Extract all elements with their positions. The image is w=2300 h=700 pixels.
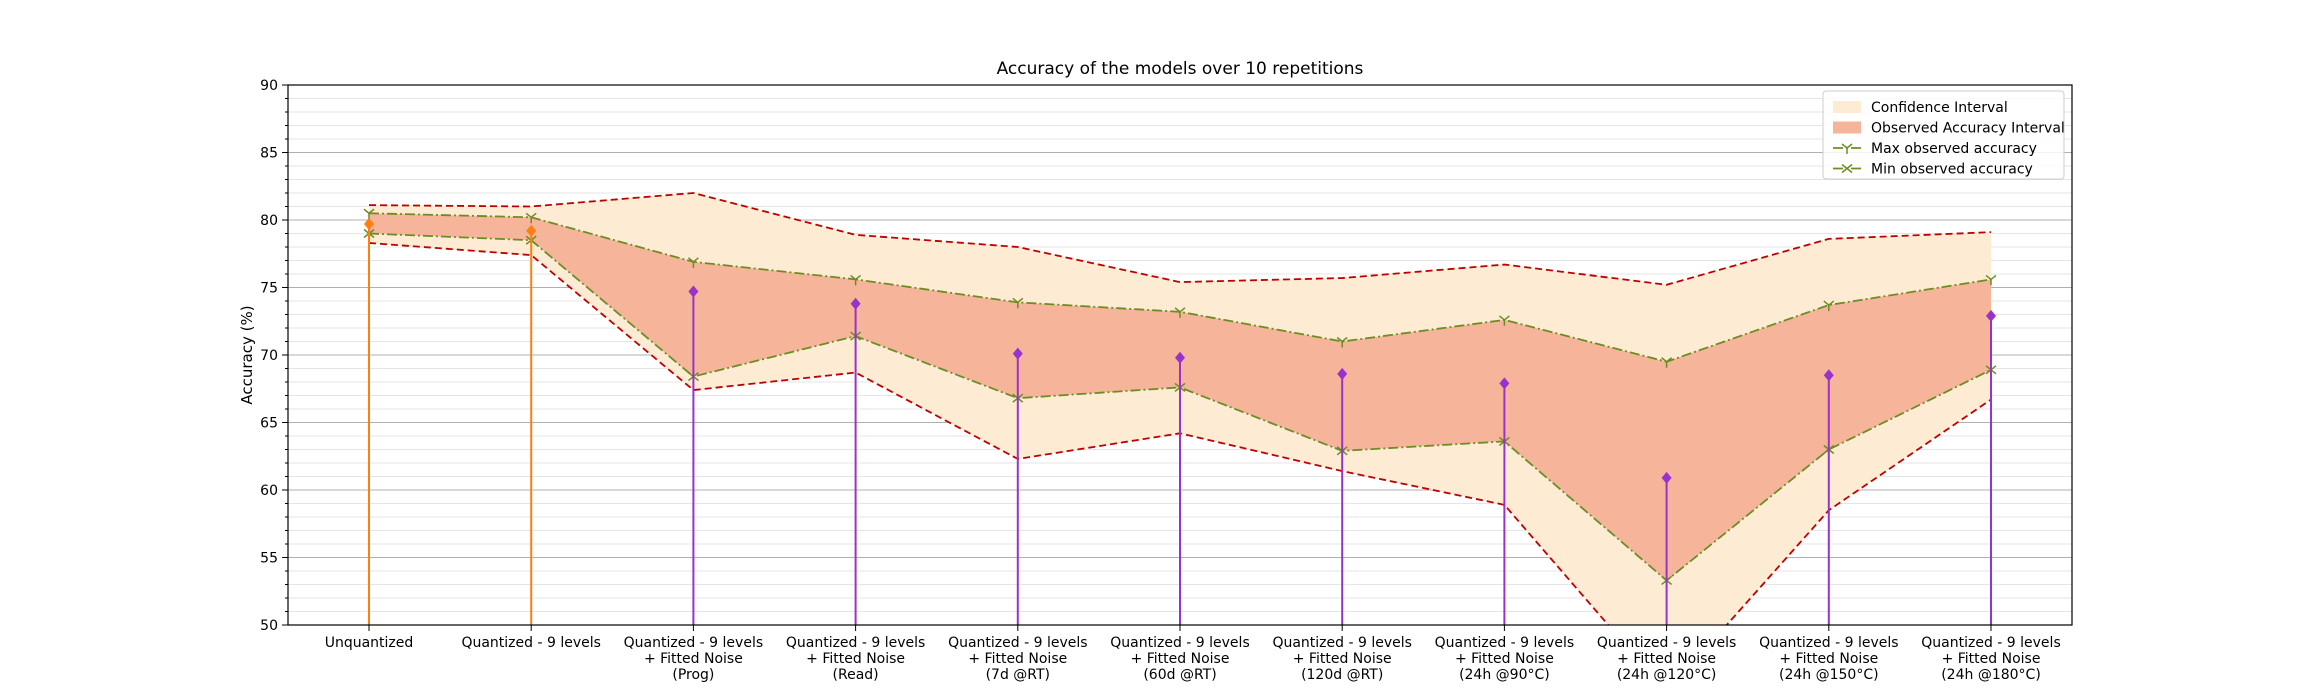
legend-marker	[1841, 143, 1853, 154]
max-observed-point	[525, 212, 537, 224]
legend-item: Min observed accuracy	[1833, 162, 2033, 178]
mean-stems	[364, 218, 1996, 625]
max-observed-point	[1985, 274, 1997, 286]
legend-label: Observed Accuracy Interval	[1871, 121, 2065, 137]
mean-marker	[850, 297, 861, 310]
x-tick-label: Quantized - 9 levels + Fitted Noise (120d …	[1272, 635, 1411, 683]
y-tick-label: 60	[260, 483, 278, 499]
legend-item: Confidence Interval	[1833, 100, 2008, 116]
x-tick-label: Unquantized	[325, 635, 414, 651]
y-axis-label: Accuracy (%)	[238, 305, 256, 404]
max-observed-point	[1174, 307, 1186, 318]
mean-marker	[1986, 309, 1996, 322]
y-tick-label: 80	[260, 213, 278, 229]
legend-label: Min observed accuracy	[1871, 162, 2033, 178]
y-tick-label: 75	[260, 281, 278, 297]
max-observed-point	[687, 257, 699, 268]
x-tick-label: Quantized - 9 levels + Fitted Noise (24h @…	[1597, 635, 1736, 683]
legend-swatch	[1833, 101, 1861, 113]
legend-marker	[1841, 163, 1853, 174]
x-tick-label: Quantized - 9 levels + Fitted Noise (Prog)	[624, 635, 763, 683]
legend: Confidence Interval Observed Accuracy Int…	[1822, 90, 2065, 180]
mean-marker	[1499, 377, 1510, 390]
legend-swatch	[1833, 121, 1861, 134]
max-observed-point	[1498, 315, 1510, 326]
mean-marker	[1337, 367, 1348, 380]
y-tick-label: 85	[260, 146, 278, 162]
x-tick-label: Quantized - 9 levels + Fitted Noise (60d @…	[1110, 635, 1249, 683]
legend-item: Max observed accuracy	[1833, 141, 2037, 157]
axes: 50 55 60 65 70 75 80 85 90 Unquantized Quantized -…	[260, 78, 2073, 683]
x-tick-label: Quantized - 9 levels + Fitted Noise (7d @R…	[948, 635, 1087, 683]
legend-box	[1822, 90, 2065, 180]
observed-interval-area	[369, 213, 1991, 581]
x-tick-label: Quantized - 9 levels	[461, 635, 600, 651]
y-tick-label: 55	[260, 551, 278, 567]
max-observed-point	[1661, 357, 1673, 368]
legend-label: Max observed accuracy	[1871, 141, 2037, 157]
y-tick-label: 90	[260, 78, 278, 94]
max-observed-point	[1336, 336, 1348, 348]
y-tick-label: 50	[260, 618, 278, 634]
max-observed-point	[1012, 297, 1024, 309]
mean-marker	[1823, 369, 1834, 382]
mean-marker	[688, 285, 699, 298]
mean-marker	[1012, 347, 1023, 360]
x-tick-label: Quantized - 9 levels + Fitted Noise (24h @…	[1435, 635, 1574, 683]
y-tick-label: 65	[260, 416, 278, 432]
mean-marker	[1175, 351, 1185, 364]
x-tick-label: Quantized - 9 levels + Fitted Noise (24h @…	[1759, 635, 1898, 683]
x-tick-label: Quantized - 9 levels + Fitted Noise (Read)	[786, 635, 925, 683]
confidence-upper-line	[368, 192, 1992, 286]
legend-label: Confidence Interval	[1871, 100, 2008, 116]
x-tick-label: Quantized - 9 levels + Fitted Noise (24h @…	[1921, 635, 2060, 683]
mean-marker	[526, 224, 537, 237]
max-observed-point	[850, 274, 862, 286]
mean-marker	[1661, 471, 1672, 484]
mean-marker	[364, 218, 374, 231]
y-tick-label: 70	[260, 348, 278, 364]
chart-title: Accuracy of the models over 10 repetitio…	[997, 59, 1364, 79]
legend-item: Observed Accuracy Interval	[1833, 121, 2065, 137]
max-observed-point	[1823, 300, 1835, 312]
